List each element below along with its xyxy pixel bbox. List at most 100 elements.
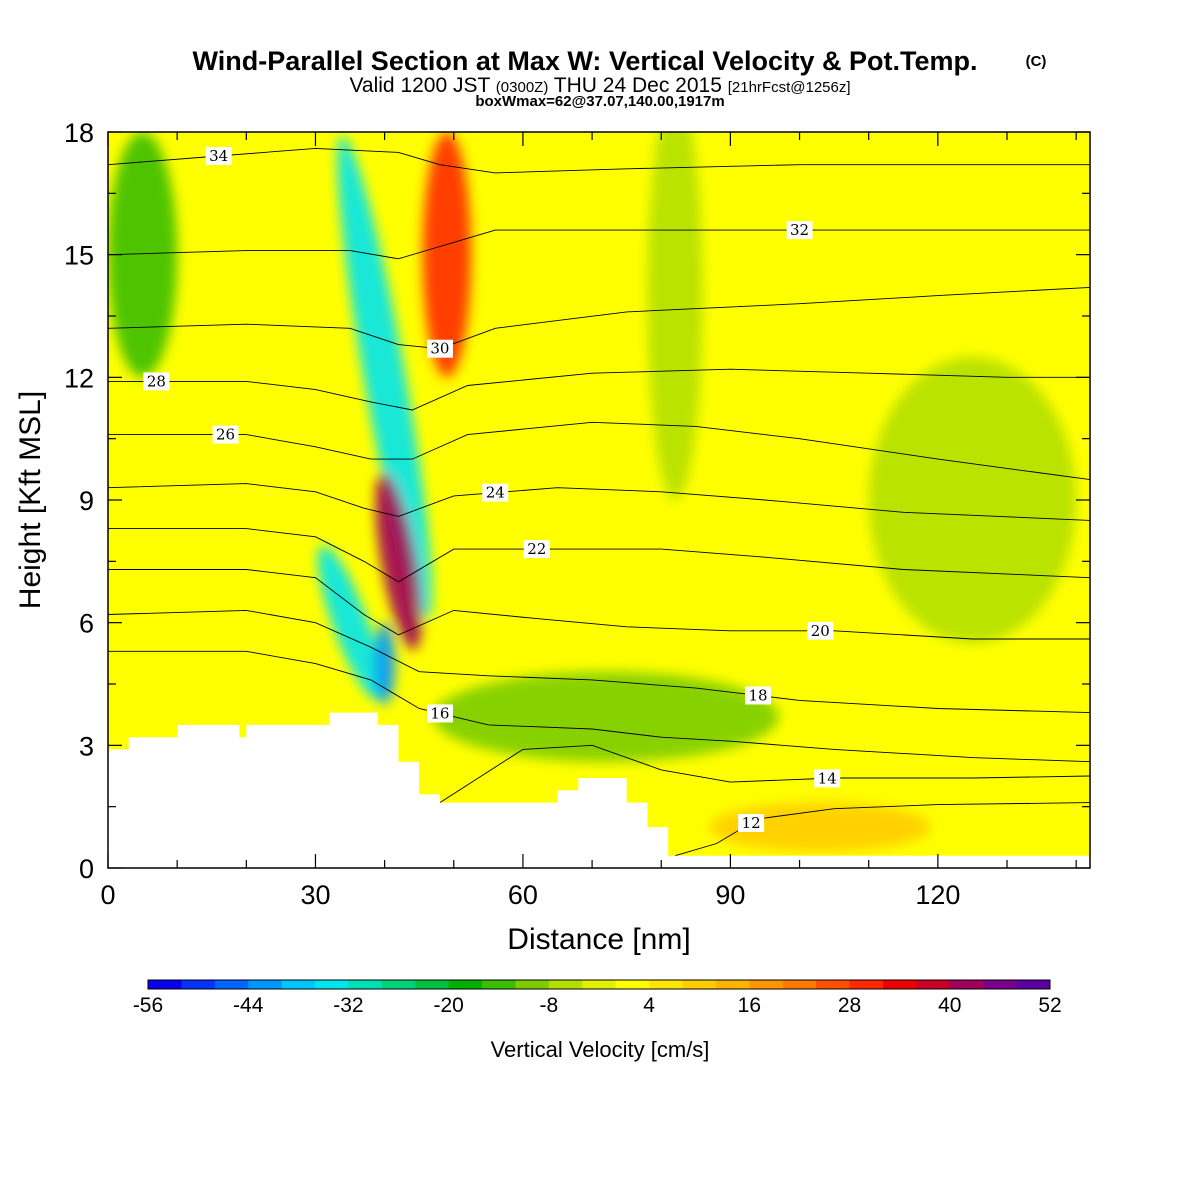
- colorbar-tick-label: 40: [938, 994, 961, 1017]
- colorbar-label: Vertical Velocity [cm/s]: [491, 1037, 710, 1062]
- isentrope-label-text: 26: [216, 426, 235, 444]
- colorbar-swatch: [649, 980, 684, 989]
- x-axis-label: Distance [nm]: [507, 923, 690, 956]
- isentrope-label-text: 28: [147, 372, 166, 390]
- y-tick-label: 18: [64, 118, 94, 148]
- subtitle-forecast: [21hrFcst@1256z]: [728, 79, 851, 96]
- y-tick-label: 15: [64, 241, 94, 271]
- velocity-field: [108, 132, 1077, 852]
- colorbar-tick-label: -44: [233, 994, 264, 1017]
- colorbar-swatch: [214, 980, 249, 989]
- isentrope-line: [108, 421, 1090, 481]
- isentrope-line: [108, 368, 1090, 411]
- velocity-region: [375, 472, 422, 650]
- isentrope-line: [108, 650, 1090, 763]
- y-tick-label: 0: [79, 854, 94, 884]
- chart-subtitle-box: boxWmax=62@37.07,140.00,1917m: [475, 93, 724, 110]
- colorbar-swatch: [582, 980, 617, 989]
- colorbar-swatch: [248, 980, 283, 989]
- colorbar-swatch: [1016, 980, 1051, 989]
- colorbar-swatch: [482, 980, 516, 989]
- isentrope-label-text: 22: [527, 540, 546, 558]
- isentrope-line: [108, 147, 1090, 174]
- colorbar-swatch: [281, 980, 316, 989]
- x-tick-label: 90: [715, 880, 745, 910]
- x-tick-label: 120: [915, 880, 960, 910]
- isentrope-label: 14: [814, 769, 841, 788]
- isentrope-label-text: 30: [430, 340, 449, 358]
- velocity-region: [337, 135, 432, 619]
- isentrope-label: 16: [426, 704, 453, 723]
- colorbar-swatch: [548, 980, 583, 989]
- isentrope-line: [674, 802, 1090, 857]
- chart-subtitle: Valid 1200 JST (0300Z) THU 24 Dec 2015 […: [349, 74, 850, 97]
- colorbar-tick-label: 28: [838, 994, 861, 1017]
- colorbar-swatch: [515, 980, 550, 989]
- colorbar-swatch: [181, 980, 216, 989]
- colorbar-swatch: [715, 980, 750, 989]
- x-tick-label: 60: [508, 880, 538, 910]
- colorbar-swatch: [148, 980, 182, 989]
- colorbar-swatch: [849, 980, 884, 989]
- colorbar-swatch: [348, 980, 383, 989]
- subtitle-date: THU 24 Dec 2015: [554, 74, 722, 97]
- isentrope-line: [439, 744, 1090, 803]
- colorbar-tick-label: -56: [133, 994, 163, 1017]
- isentrope-label-text: 18: [749, 686, 768, 704]
- isentrope-line: [108, 609, 1090, 714]
- isentrope-label-text: 14: [818, 769, 837, 787]
- isentrope-labels: 12 14 16 18 20 22 24 26 28 30 32 34: [143, 146, 841, 833]
- colorbar-tick-label: -32: [333, 994, 363, 1017]
- colorbar: -56 -44 -32 -20 -8 4 16 28 40 52: [133, 979, 1062, 1017]
- velocity-region: [374, 622, 395, 705]
- y-tick-label: 12: [64, 363, 94, 393]
- y-tick-label: 9: [79, 486, 94, 516]
- y-axis-label: Height [Kft MSL]: [14, 391, 47, 609]
- colorbar-tick-label: 4: [643, 994, 655, 1017]
- subtitle-valid-time: Valid 1200 JST: [349, 74, 490, 97]
- colorbar-swatch: [381, 980, 416, 989]
- isentrope-line: [108, 286, 1090, 350]
- colorbar-tick-label: 16: [738, 994, 761, 1017]
- velocity-region: [868, 356, 1077, 644]
- colorbar-tick-label: 52: [1038, 994, 1061, 1017]
- chart-title: Wind-Parallel Section at Max W: Vertical…: [193, 46, 978, 76]
- velocity-region: [433, 671, 779, 762]
- velocity-region: [108, 132, 178, 378]
- isentrope-line: [108, 528, 1090, 583]
- colorbar-swatch: [782, 980, 817, 989]
- colorbar-swatch: [816, 980, 851, 989]
- isentrope-label-text: 20: [811, 622, 830, 640]
- velocity-region: [709, 802, 931, 852]
- x-tick-label: 0: [100, 880, 115, 910]
- x-tick-label: 30: [300, 880, 330, 910]
- isentrope-label: 28: [143, 372, 170, 391]
- isentrope-contours: [108, 147, 1090, 857]
- isentrope-label: 18: [745, 686, 772, 705]
- isentrope-label-text: 34: [209, 147, 228, 165]
- isentrope-label: 24: [482, 483, 509, 502]
- velocity-region: [647, 132, 703, 500]
- colorbar-swatch: [415, 980, 450, 989]
- colorbar-swatch: [448, 980, 483, 989]
- isentrope-label-text: 24: [486, 484, 505, 502]
- velocity-region: [422, 132, 472, 378]
- isentrope-label: 26: [212, 425, 239, 444]
- isentrope-label: 12: [738, 814, 765, 833]
- isentrope-label: 22: [523, 540, 550, 559]
- velocity-region: [317, 545, 383, 700]
- isentrope-label: 32: [786, 221, 813, 240]
- isentrope-line: [108, 483, 1090, 521]
- colorbar-frame: [147, 979, 1051, 990]
- colorbar-tick-label: -20: [433, 994, 463, 1017]
- subtitle-utc-time: (0300Z): [496, 79, 549, 96]
- colorbar-swatch: [749, 980, 784, 989]
- colorbar-swatch: [983, 980, 1018, 989]
- y-tick-label: 3: [79, 731, 94, 761]
- isentrope-label-text: 16: [430, 704, 449, 722]
- colorbar-swatch: [949, 980, 984, 989]
- terrain-mask: [108, 712, 1090, 868]
- colorbar-tick-label: -8: [540, 994, 559, 1017]
- isentrope-line: [108, 569, 1090, 640]
